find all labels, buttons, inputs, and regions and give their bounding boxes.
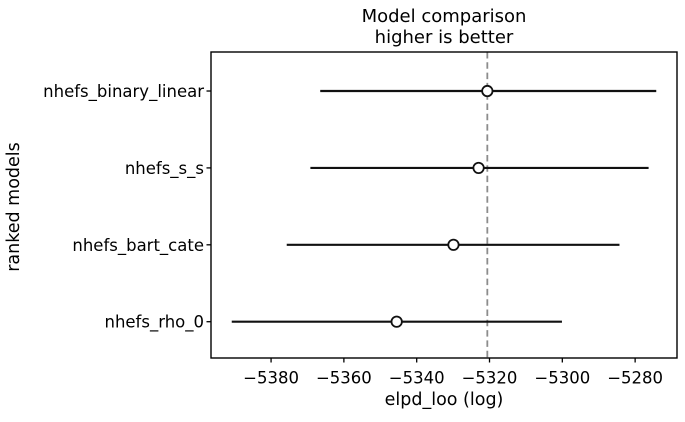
x-tick-label: −5380	[243, 369, 299, 388]
y-tick-label-nhefs_s_s: nhefs_s_s	[125, 159, 204, 179]
x-axis-label: elpd_loo (log)	[384, 390, 504, 410]
x-tick-label: −5300	[534, 369, 590, 388]
point-estimate-marker-nhefs_rho_0	[390, 315, 403, 328]
x-tick-label: −5340	[389, 369, 445, 388]
point-estimate-marker-nhefs_bart_cate	[447, 238, 460, 251]
y-tick-label-nhefs_rho_0: nhefs_rho_0	[104, 313, 204, 333]
point-estimate-marker-nhefs_binary_linear	[481, 84, 494, 98]
chart-title: Model comparison higher is better	[361, 6, 527, 48]
y-tick-label-nhefs_binary_linear: nhefs_binary_linear	[43, 82, 204, 102]
y-tick-label-nhefs_bart_cate: nhefs_bart_cate	[72, 236, 204, 256]
x-tick-label: −5360	[316, 369, 372, 388]
axes-frame	[210, 51, 678, 359]
x-tick-label: −5280	[607, 369, 663, 388]
x-tick-label: −5320	[462, 369, 518, 388]
point-estimate-marker-nhefs_s_s	[472, 161, 485, 175]
